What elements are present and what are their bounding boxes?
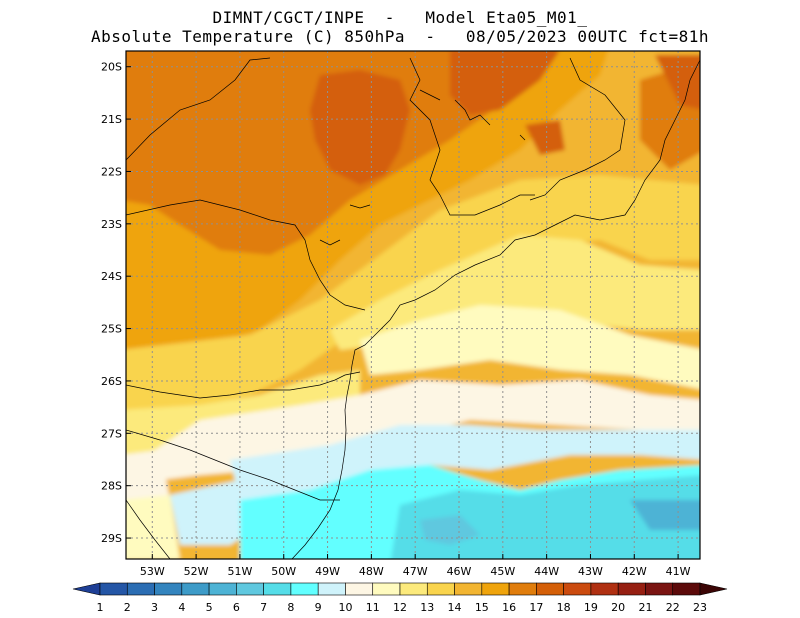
lat-label: 20S xyxy=(101,61,122,74)
colorbar-label: 7 xyxy=(260,601,267,614)
lat-label: 29S xyxy=(101,532,122,545)
lat-label: 24S xyxy=(101,270,122,283)
lon-label: 45W xyxy=(490,565,515,578)
lon-label: 43W xyxy=(578,565,603,578)
colorbar-swatch xyxy=(208,582,237,596)
lon-label: 41W xyxy=(666,565,691,578)
colorbar-swatch xyxy=(645,582,674,596)
temperature-shading xyxy=(126,51,700,559)
colorbar-swatch xyxy=(536,582,564,596)
colorbar-swatch xyxy=(617,582,646,596)
colorbar-label: 15 xyxy=(475,601,489,614)
colorbar-label: 11 xyxy=(366,601,380,614)
colorbar-swatch xyxy=(672,582,701,596)
colorbar-label: 14 xyxy=(448,601,462,614)
colorbar-label: 5 xyxy=(206,601,213,614)
colorbar-swatch xyxy=(317,582,346,596)
colorbar-swatch xyxy=(99,582,128,596)
colorbar-labels: 1 2 3 4 5 6 7 8 9 10 11 12 13 14 15 16 17 18 19 20 21 22 23 xyxy=(97,601,708,614)
colorbar-swatch xyxy=(508,582,537,596)
border-sp-pr xyxy=(126,199,366,311)
colorbar-label: 20 xyxy=(611,601,625,614)
colorbar-swatch xyxy=(481,582,510,596)
colorbar-swatch xyxy=(563,582,592,596)
colorbar-label: 23 xyxy=(693,601,707,614)
map-title-line1: DIMNT/CGCT/INPE - Model Eta05_M01_ xyxy=(212,8,588,27)
colorbar-label: 18 xyxy=(557,601,571,614)
colorbar-high-triangle xyxy=(699,582,728,596)
lat-label: 25S xyxy=(101,323,122,336)
lat-label: 23S xyxy=(101,218,122,231)
lon-label: 46W xyxy=(447,565,472,578)
colorbar-swatch xyxy=(426,582,455,596)
colorbar-label: 12 xyxy=(393,601,407,614)
colorbar-label: 6 xyxy=(233,601,240,614)
colorbar-label: 8 xyxy=(287,601,294,614)
colorbar-swatch xyxy=(345,582,374,596)
lat-label: 26S xyxy=(101,375,122,388)
colorbar-label: 13 xyxy=(420,601,434,614)
colorbar-swatch xyxy=(236,582,264,596)
lon-label: 49W xyxy=(315,565,340,578)
colorbar-low-triangle xyxy=(72,582,101,596)
plot-frame xyxy=(125,50,701,560)
colorbar-swatch xyxy=(399,582,428,596)
lon-label: 48W xyxy=(359,565,384,578)
border-sp-rj xyxy=(529,57,626,201)
colorbar xyxy=(72,582,728,596)
lat-label: 22S xyxy=(101,165,122,178)
boundaries xyxy=(126,57,700,559)
colorbar-label: 9 xyxy=(315,601,322,614)
border-sc-rs xyxy=(126,429,340,501)
colorbar-label: 10 xyxy=(338,601,352,614)
lakes-mg xyxy=(319,89,526,246)
colorbar-label: 16 xyxy=(502,601,516,614)
border-ms-sp xyxy=(126,57,271,161)
colorbar-swatch xyxy=(372,582,401,596)
lon-label: 44W xyxy=(534,565,559,578)
colorbar-swatch xyxy=(263,582,292,596)
border-sp-mg xyxy=(409,57,535,216)
lat-label: 21S xyxy=(101,113,122,126)
colorbar-swatch xyxy=(454,582,483,596)
latitude-labels: 20S 21S 22S 23S 24S 25S 26S 27S 28S 29S xyxy=(101,61,131,545)
colorbar-label: 22 xyxy=(666,601,680,614)
graticule xyxy=(126,51,700,559)
lon-label: 52W xyxy=(184,565,209,578)
colorbar-swatch xyxy=(290,582,319,596)
border-pr-sc xyxy=(126,371,361,399)
colorbar-label: 3 xyxy=(151,601,158,614)
coastline xyxy=(291,59,700,559)
border-rs-west xyxy=(126,499,171,559)
lon-label: 47W xyxy=(403,565,428,578)
colorbar-swatch xyxy=(126,582,155,596)
colorbar-label: 4 xyxy=(178,601,185,614)
lon-label: 51W xyxy=(227,565,252,578)
map-title-line2: Absolute Temperature (C) 850hPa - 08/05/… xyxy=(90,27,710,46)
colorbar-swatch xyxy=(590,582,619,596)
colorbar-label: 21 xyxy=(638,601,652,614)
colorbar-label: 2 xyxy=(124,601,131,614)
colorbar-label: 1 xyxy=(97,601,104,614)
lon-label: 50W xyxy=(271,565,296,578)
colorbar-label: 19 xyxy=(584,601,598,614)
colorbar-swatch xyxy=(154,582,183,596)
lon-label: 42W xyxy=(622,565,647,578)
lat-label: 27S xyxy=(101,427,122,440)
lon-label: 53W xyxy=(140,565,165,578)
colorbar-label: 17 xyxy=(529,601,543,614)
lat-label: 28S xyxy=(101,480,122,493)
colorbar-swatch xyxy=(181,582,210,596)
longitude-labels: 53W 52W 51W 50W 49W 48W 47W 46W 45W 44W 43W 42W 41W xyxy=(140,554,691,578)
